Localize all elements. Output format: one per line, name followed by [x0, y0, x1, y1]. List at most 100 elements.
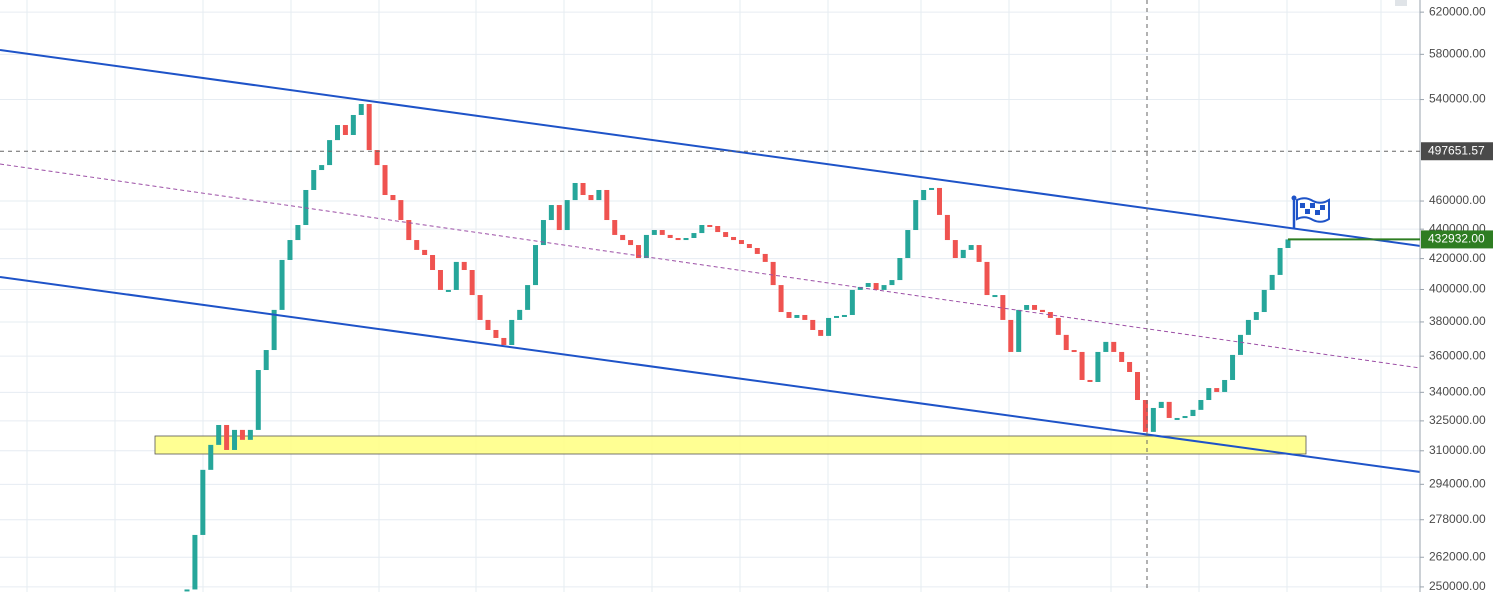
candle — [192, 534, 198, 590]
candle — [564, 200, 570, 231]
candle — [263, 350, 269, 371]
candle — [1222, 379, 1228, 392]
candle — [651, 230, 657, 235]
candle — [929, 187, 935, 190]
candle — [287, 240, 293, 260]
candle — [1047, 312, 1053, 318]
candle — [675, 237, 681, 241]
candle — [588, 195, 594, 201]
candle — [390, 195, 396, 201]
channel-lower — [0, 276, 1493, 483]
candle — [1150, 407, 1156, 432]
candle — [865, 283, 871, 287]
candle — [1190, 409, 1196, 417]
candle — [762, 253, 768, 262]
candle — [889, 280, 895, 286]
candle — [913, 200, 919, 231]
candle — [200, 469, 206, 535]
candle — [699, 225, 705, 234]
candle — [398, 200, 404, 221]
channel-median — [0, 163, 1421, 369]
candle — [715, 226, 721, 233]
candles — [184, 104, 1291, 592]
channel-upper — [0, 49, 1493, 257]
candle — [794, 314, 800, 318]
candle — [1039, 309, 1045, 313]
candle — [374, 150, 380, 166]
candle — [628, 240, 634, 246]
price-labels: 620000.00580000.00540000.00460000.004400… — [0, 4, 1493, 592]
candle — [1111, 341, 1117, 352]
candle — [612, 220, 618, 235]
candle — [810, 319, 816, 330]
candle — [659, 230, 665, 235]
candle — [841, 314, 847, 317]
candle — [1055, 317, 1061, 335]
flag-icon — [1291, 195, 1330, 228]
candle — [1237, 334, 1243, 355]
price-axis — [1420, 0, 1493, 592]
candle — [1095, 351, 1101, 382]
candle — [1087, 379, 1093, 382]
candle — [216, 424, 222, 445]
candle — [786, 312, 792, 318]
candle — [960, 249, 966, 258]
y-tick-label: 420000.00 — [1429, 251, 1486, 265]
crosshair-price-label: 497651.57 — [1428, 143, 1485, 157]
candle — [691, 233, 697, 238]
candle — [477, 295, 483, 320]
candle — [826, 317, 832, 336]
candle — [279, 259, 285, 310]
candle — [707, 225, 713, 228]
candle — [976, 245, 982, 262]
candle — [944, 214, 950, 241]
candle — [485, 319, 491, 330]
candle — [604, 189, 610, 221]
candle — [992, 295, 998, 298]
candle — [453, 261, 459, 290]
candle — [358, 104, 364, 115]
candle — [255, 370, 261, 430]
candle — [1245, 319, 1251, 335]
y-tick-label: 262000.00 — [1429, 549, 1486, 563]
candle — [271, 309, 277, 351]
candle — [334, 125, 340, 141]
candle — [1277, 247, 1283, 275]
candle — [533, 245, 539, 286]
candle — [1253, 312, 1259, 320]
candle — [818, 329, 824, 336]
y-tick-label: 250000.00 — [1429, 579, 1486, 592]
candle — [1016, 309, 1022, 352]
candle — [1198, 400, 1204, 410]
candle — [295, 225, 301, 241]
candle — [731, 236, 737, 241]
candle — [517, 309, 523, 320]
y-tick-label: 278000.00 — [1429, 512, 1486, 526]
candle — [849, 289, 855, 315]
candle — [1024, 305, 1030, 310]
candle — [1158, 401, 1164, 408]
candle — [746, 244, 752, 248]
y-tick-label: 400000.00 — [1429, 282, 1486, 296]
candle — [1032, 305, 1038, 310]
last-price-label: 432932.00 — [1428, 232, 1485, 246]
candle — [232, 429, 238, 450]
candle — [738, 240, 744, 245]
candle — [1230, 354, 1236, 380]
candle — [184, 589, 190, 592]
candle — [1127, 361, 1133, 372]
candle — [984, 261, 990, 296]
candle — [422, 249, 428, 255]
y-tick-label: 294000.00 — [1429, 476, 1486, 490]
scroll-button[interactable] — [1395, 0, 1407, 6]
candle — [620, 234, 626, 241]
candle — [723, 232, 729, 237]
candle — [501, 337, 507, 346]
candle — [239, 429, 245, 440]
candle — [905, 230, 911, 258]
candle — [952, 240, 958, 258]
candle — [327, 140, 333, 166]
candle — [540, 220, 546, 246]
candle — [580, 182, 586, 196]
